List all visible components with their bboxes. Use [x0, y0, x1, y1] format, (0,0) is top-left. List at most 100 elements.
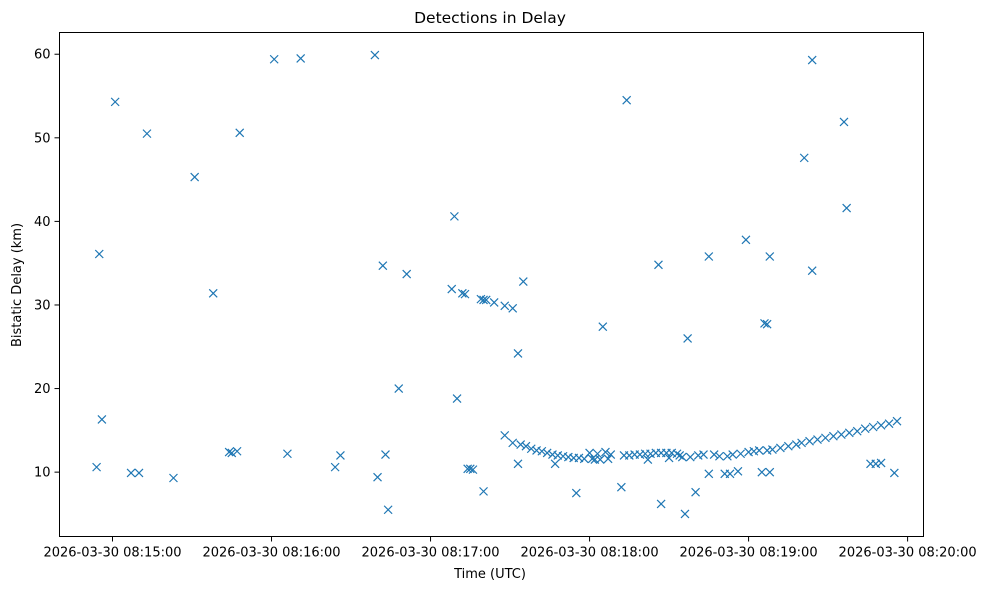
data-point-marker — [521, 441, 531, 451]
data-point-marker — [760, 318, 769, 328]
data-point-marker — [768, 445, 777, 454]
data-point-marker — [765, 252, 775, 261]
data-point-marker — [378, 261, 388, 271]
x-tick-label: 2026-03-30 08:17:00 — [362, 546, 500, 561]
data-point-marker — [680, 509, 690, 519]
data-point-marker — [134, 468, 144, 478]
data-point-marker — [656, 499, 666, 509]
data-point-marker — [603, 454, 613, 464]
data-point-marker — [457, 288, 467, 298]
data-point-marker — [508, 303, 518, 313]
data-point-marker — [805, 436, 814, 446]
data-point-marker — [595, 455, 605, 465]
data-point-marker — [169, 473, 178, 483]
data-point-marker — [537, 446, 547, 456]
data-point-marker — [844, 428, 854, 438]
y-tick-label: 20 — [34, 382, 51, 397]
data-point-marker — [728, 450, 738, 460]
data-point-marker — [224, 447, 234, 457]
data-point-marker — [508, 438, 518, 448]
data-point-marker — [892, 416, 902, 426]
data-point-marker — [884, 419, 894, 429]
data-point-marker — [232, 446, 242, 456]
data-point-marker — [775, 443, 785, 453]
data-point-marker — [685, 452, 695, 462]
data-point-marker — [797, 438, 807, 448]
data-point-marker — [110, 97, 120, 107]
data-point-marker — [585, 448, 594, 458]
data-point-marker — [235, 128, 245, 138]
data-point-marker — [715, 451, 724, 461]
data-point-marker — [813, 435, 822, 444]
x-axis: 2026-03-30 08:15:00 2026-03-30 08:16:00 20… — [43, 536, 977, 561]
data-point-marker — [330, 462, 340, 472]
data-point-marker — [402, 269, 412, 279]
data-point-marker — [269, 54, 279, 64]
data-point-marker — [452, 394, 462, 404]
data-point-marker — [836, 430, 846, 439]
data-point-marker — [842, 203, 852, 213]
chart-title: Detections in Delay — [414, 9, 566, 27]
data-point-marker — [725, 469, 735, 479]
data-point-marker — [481, 295, 491, 305]
data-point-marker — [664, 453, 674, 463]
data-point-marker — [860, 424, 870, 434]
data-point-marker — [683, 333, 693, 343]
data-point-marker — [783, 441, 793, 451]
data-point-marker — [394, 384, 404, 393]
x-axis-label: Time (UTC) — [453, 567, 526, 582]
data-point-marker — [722, 451, 732, 461]
data-point-marker — [757, 467, 767, 477]
data-point-marker — [92, 462, 102, 472]
data-point-marker — [550, 459, 560, 469]
data-point-marker — [821, 433, 830, 443]
data-point-marker — [468, 465, 478, 475]
data-point-marker — [704, 252, 714, 261]
data-point-marker — [227, 448, 237, 458]
data-point-marker — [876, 458, 886, 468]
data-point-marker — [518, 277, 528, 286]
data-point-marker — [762, 319, 772, 329]
x-tick-label: 2026-03-30 08:20:00 — [839, 546, 977, 561]
data-point-marker — [622, 95, 632, 105]
data-point-marker — [500, 430, 510, 440]
x-tick-label: 2026-03-30 08:16:00 — [202, 546, 340, 561]
data-point-marker — [513, 349, 523, 358]
y-tick-label: 30 — [34, 298, 51, 313]
data-point-marker — [675, 451, 685, 460]
data-point-marker — [296, 53, 306, 63]
data-point-marker — [449, 211, 459, 221]
data-points — [92, 50, 902, 519]
data-point-marker — [741, 235, 751, 245]
data-point-marker — [643, 455, 653, 465]
data-point-marker — [370, 50, 380, 60]
data-point-marker — [190, 172, 200, 182]
x-tick-label: 2026-03-30 08:15:00 — [43, 546, 181, 561]
plot-frame — [59, 32, 924, 537]
data-point-marker — [373, 472, 382, 482]
data-point-marker — [799, 153, 809, 163]
data-point-marker — [479, 295, 488, 305]
data-point-marker — [489, 298, 499, 307]
data-point-marker — [606, 450, 616, 460]
data-point-marker — [526, 444, 536, 454]
y-tick-label: 10 — [34, 466, 51, 481]
data-point-marker — [691, 487, 700, 497]
data-point-marker — [126, 468, 136, 478]
data-point-marker — [889, 468, 899, 478]
data-point-marker — [807, 55, 817, 65]
data-point-marker — [807, 266, 817, 276]
data-point-marker — [699, 450, 708, 460]
data-point-marker — [142, 129, 152, 139]
data-point-marker — [598, 322, 608, 332]
y-tick-label: 60 — [34, 48, 51, 63]
data-point-marker — [791, 440, 801, 449]
x-tick-label: 2026-03-30 08:18:00 — [521, 546, 659, 561]
y-tick-label: 50 — [34, 131, 51, 146]
data-point-marker — [704, 469, 714, 479]
data-point-marker — [336, 451, 345, 460]
data-point-marker — [381, 450, 390, 460]
data-point-marker — [876, 420, 886, 430]
data-point-marker — [601, 447, 610, 457]
